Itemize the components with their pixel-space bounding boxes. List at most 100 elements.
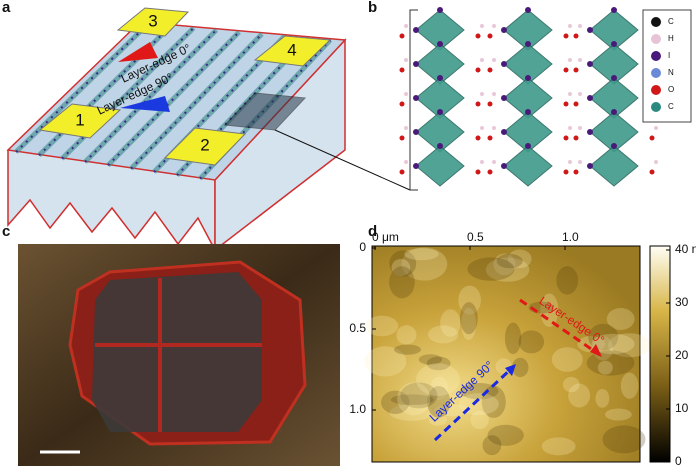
atom-o bbox=[475, 135, 481, 141]
atom-h bbox=[654, 126, 658, 130]
afm-grain bbox=[391, 259, 411, 277]
afm-grain bbox=[430, 376, 449, 401]
afm-grain bbox=[418, 354, 443, 365]
atom-i bbox=[525, 75, 531, 81]
afm-grain bbox=[364, 346, 407, 377]
atom-o bbox=[475, 33, 481, 39]
afm-grain bbox=[591, 333, 635, 355]
atom-o bbox=[563, 135, 569, 141]
atom-h bbox=[404, 58, 408, 62]
atom-h bbox=[568, 58, 572, 62]
atom-o bbox=[573, 67, 579, 73]
atom-i bbox=[525, 143, 531, 149]
afm-grain bbox=[460, 302, 478, 335]
afm-grain bbox=[389, 266, 415, 299]
afm-grain bbox=[606, 308, 635, 330]
atom-o bbox=[649, 169, 655, 175]
arrowhead bbox=[505, 364, 516, 376]
atom-i bbox=[413, 95, 419, 101]
atom-o bbox=[475, 67, 481, 73]
atom-i bbox=[525, 7, 531, 13]
atom-h bbox=[480, 126, 484, 130]
layer-atoms bbox=[84, 29, 218, 163]
atom-h bbox=[578, 160, 582, 164]
legend-swatch bbox=[651, 102, 661, 112]
atom-i bbox=[611, 75, 617, 81]
atom-h bbox=[492, 126, 496, 130]
afm-grain bbox=[404, 248, 439, 261]
bracket bbox=[409, 9, 418, 191]
legend-swatch bbox=[651, 34, 661, 44]
atom-o bbox=[487, 101, 493, 107]
legend-label: O bbox=[668, 85, 674, 94]
afm-grain bbox=[415, 363, 460, 396]
atom-o bbox=[399, 33, 405, 39]
colorbar-label: 40 nm bbox=[675, 242, 696, 256]
atom-h bbox=[480, 92, 484, 96]
atom-o bbox=[649, 135, 655, 141]
panel-label: c bbox=[2, 223, 10, 240]
afm-texture bbox=[364, 247, 652, 456]
atom-i bbox=[525, 109, 531, 115]
atom-o bbox=[487, 33, 493, 39]
atom-i bbox=[587, 163, 593, 169]
y-tick-label: 0.5 bbox=[349, 321, 366, 335]
atom-i bbox=[437, 143, 443, 149]
atom-i bbox=[437, 7, 443, 13]
scan-area bbox=[223, 92, 307, 131]
atom-o bbox=[573, 33, 579, 39]
atom-h bbox=[568, 126, 572, 130]
afm-grain bbox=[511, 357, 529, 378]
atom-i bbox=[413, 61, 419, 67]
legend-swatch bbox=[651, 51, 661, 61]
afm-grain bbox=[426, 356, 451, 371]
legend-label: C bbox=[668, 17, 674, 26]
atom-i bbox=[413, 27, 419, 33]
afm-grain bbox=[427, 325, 459, 344]
legend-swatch bbox=[651, 85, 661, 95]
atom-i bbox=[501, 27, 507, 33]
octahedron bbox=[415, 145, 465, 187]
afm-grain bbox=[467, 257, 515, 281]
legend-label: H bbox=[668, 34, 674, 43]
afm-grain bbox=[607, 333, 652, 358]
legend-swatch bbox=[651, 68, 661, 78]
atom-i bbox=[587, 129, 593, 135]
legend-label: I bbox=[668, 51, 670, 60]
x-tick-label: 0.5 bbox=[467, 230, 484, 244]
afm-grain bbox=[394, 344, 421, 355]
atom-h bbox=[578, 126, 582, 130]
atom-o bbox=[573, 101, 579, 107]
legend-label: C bbox=[668, 102, 674, 111]
afm-grain bbox=[577, 335, 606, 353]
legend-label: N bbox=[668, 68, 674, 77]
afm-grain bbox=[568, 383, 591, 408]
zoom-line bbox=[274, 129, 411, 191]
atom-o bbox=[475, 169, 481, 175]
afm-grain bbox=[487, 424, 524, 446]
pad-3 bbox=[116, 7, 190, 37]
atom-h bbox=[568, 160, 572, 164]
atom-h bbox=[492, 92, 496, 96]
atom-h bbox=[492, 24, 496, 28]
atom-h bbox=[404, 24, 408, 28]
afm-grain bbox=[504, 322, 522, 355]
atom-o bbox=[487, 135, 493, 141]
atom-h bbox=[578, 58, 582, 62]
atom-o bbox=[399, 101, 405, 107]
octahedron bbox=[589, 145, 639, 187]
atom-h bbox=[568, 24, 572, 28]
afm-grain bbox=[470, 410, 489, 430]
legend-box bbox=[642, 9, 692, 123]
afm-grain bbox=[562, 376, 580, 393]
atom-i bbox=[587, 61, 593, 67]
afm-grain bbox=[389, 250, 417, 277]
afm-grain bbox=[400, 382, 438, 409]
afm-grain bbox=[458, 285, 481, 315]
afm-grain bbox=[397, 382, 431, 416]
atom-i bbox=[437, 41, 443, 47]
atom-i bbox=[525, 41, 531, 47]
arrow-0 bbox=[118, 42, 158, 62]
